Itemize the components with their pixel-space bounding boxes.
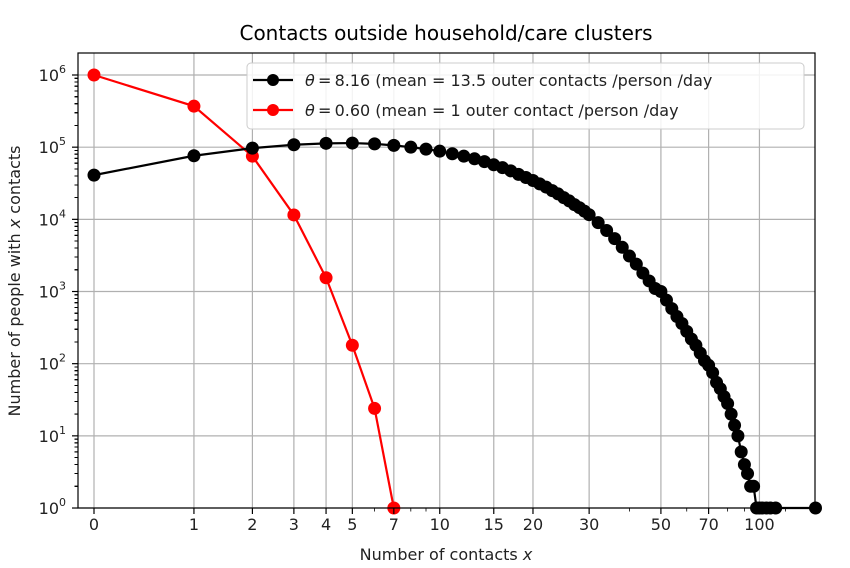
data-point [629, 257, 643, 271]
data-point [582, 208, 596, 222]
svg-text:θ = 8.16 (mean = 13.5 outer co: θ = 8.16 (mean = 13.5 outer contacts /pe… [305, 71, 712, 90]
y-axis-label: Number of people with x contacts [5, 146, 24, 417]
x-tick-label: 1 [189, 515, 199, 534]
series-black [87, 136, 822, 515]
y-tick-label: 100 [39, 496, 66, 518]
data-point [404, 140, 418, 154]
x-tick-label: 0 [89, 515, 99, 534]
legend-box [246, 62, 805, 130]
data-point [419, 142, 433, 156]
data-point [724, 407, 738, 421]
data-point [187, 99, 201, 113]
plot-frame [77, 52, 816, 509]
data-point [368, 401, 382, 415]
data-point [721, 397, 735, 411]
plot-series [87, 68, 822, 515]
data-point [87, 68, 101, 82]
chart-title: Contacts outside household/care clusters [239, 21, 652, 45]
data-point [445, 147, 459, 161]
data-point [468, 152, 482, 166]
data-point [87, 168, 101, 182]
data-point [187, 149, 201, 163]
x-tick-label: 30 [579, 515, 599, 534]
data-point [433, 144, 447, 158]
y-axis-ticks: 100 101 102 103 104 105 106 [39, 63, 78, 518]
data-point [387, 138, 401, 152]
x-tick-label: 2 [247, 515, 257, 534]
x-tick-label: 5 [347, 515, 357, 534]
legend-entry-theta-0-60: θ = 0.60 (mean = 1 outer contact /person… [253, 101, 679, 120]
data-point [319, 271, 333, 285]
x-tick-label: 15 [484, 515, 504, 534]
x-axis-label: Number of contacts x [360, 545, 533, 564]
x-axis-ticks: 0 1 2 3 4 5 7 10 15 20 30 50 70 100 [89, 508, 786, 534]
legend-marker-red [267, 104, 279, 116]
legend: θ = 8.16 (mean = 13.5 outer contacts /pe… [246, 62, 805, 130]
data-point [345, 338, 359, 352]
y-tick-label: 106 [39, 63, 66, 85]
data-point [731, 429, 745, 443]
data-point [615, 240, 629, 254]
y-tick-label: 105 [39, 135, 66, 157]
y-tick-label: 102 [39, 352, 66, 374]
x-tick-label: 70 [698, 515, 718, 534]
x-tick-label: 10 [430, 515, 450, 534]
legend-marker-black [267, 74, 279, 86]
data-point [345, 136, 359, 150]
data-point [734, 445, 748, 459]
data-point [728, 418, 742, 432]
x-tick-label: 7 [389, 515, 399, 534]
data-point [287, 138, 301, 152]
x-tick-label: 50 [651, 515, 671, 534]
data-point [591, 216, 605, 230]
data-point [747, 479, 761, 493]
data-point [706, 366, 720, 380]
svg-text:θ = 0.60 (mean = 1 outer conta: θ = 0.60 (mean = 1 outer contact /person… [305, 101, 679, 120]
data-point [741, 467, 755, 481]
legend-entry-theta-8-16: θ = 8.16 (mean = 13.5 outer contacts /pe… [253, 71, 712, 90]
y-tick-label: 104 [39, 207, 66, 229]
data-point [600, 224, 614, 238]
x-tick-label: 3 [289, 515, 299, 534]
x-tick-label: 4 [321, 515, 331, 534]
data-point [457, 149, 471, 163]
data-point [368, 137, 382, 151]
data-point [608, 232, 622, 246]
x-tick-label: 100 [744, 515, 775, 534]
data-point [287, 208, 301, 222]
data-point [319, 136, 333, 150]
x-tick-label: 20 [523, 515, 543, 534]
y-tick-label: 101 [39, 424, 66, 446]
data-point [245, 141, 259, 155]
y-tick-label: 103 [39, 280, 66, 302]
